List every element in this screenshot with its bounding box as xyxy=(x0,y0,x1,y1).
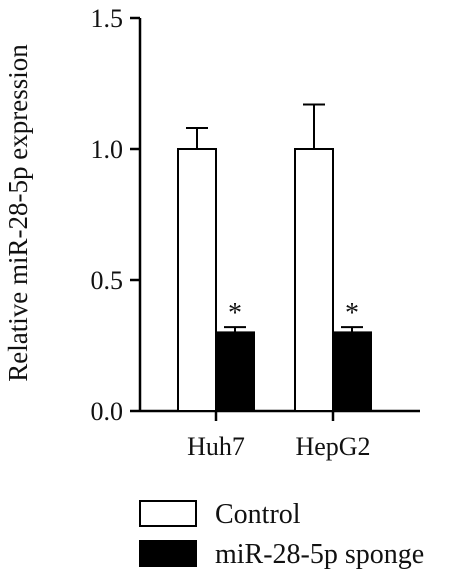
y-tick-label: 0.0 xyxy=(91,397,124,426)
legend-swatch xyxy=(139,500,197,527)
legend-label: miR-28-5p sponge xyxy=(215,539,424,570)
x-tick-label: HepG2 xyxy=(295,432,370,461)
legend: Control miR-28-5p sponge xyxy=(139,499,424,570)
y-tick-label: 1.5 xyxy=(91,4,124,33)
legend-swatch xyxy=(139,540,197,567)
y-tick-label: 0.5 xyxy=(91,266,124,295)
x-tick-label: Huh7 xyxy=(187,432,245,461)
legend-label: Control xyxy=(215,499,301,530)
bar xyxy=(294,148,334,412)
significance-label: * xyxy=(345,298,359,329)
y-axis-title: Relative miR-28-5p expression xyxy=(3,44,33,382)
bar xyxy=(332,331,372,412)
axes: 0.0 0.5 1.0 1.5 Huh7 HepG2 xyxy=(91,4,420,461)
significance-label: * xyxy=(228,298,242,329)
bar xyxy=(215,331,255,412)
bars: * * xyxy=(177,103,372,412)
y-tick-label: 1.0 xyxy=(91,135,124,164)
bar xyxy=(177,148,217,412)
